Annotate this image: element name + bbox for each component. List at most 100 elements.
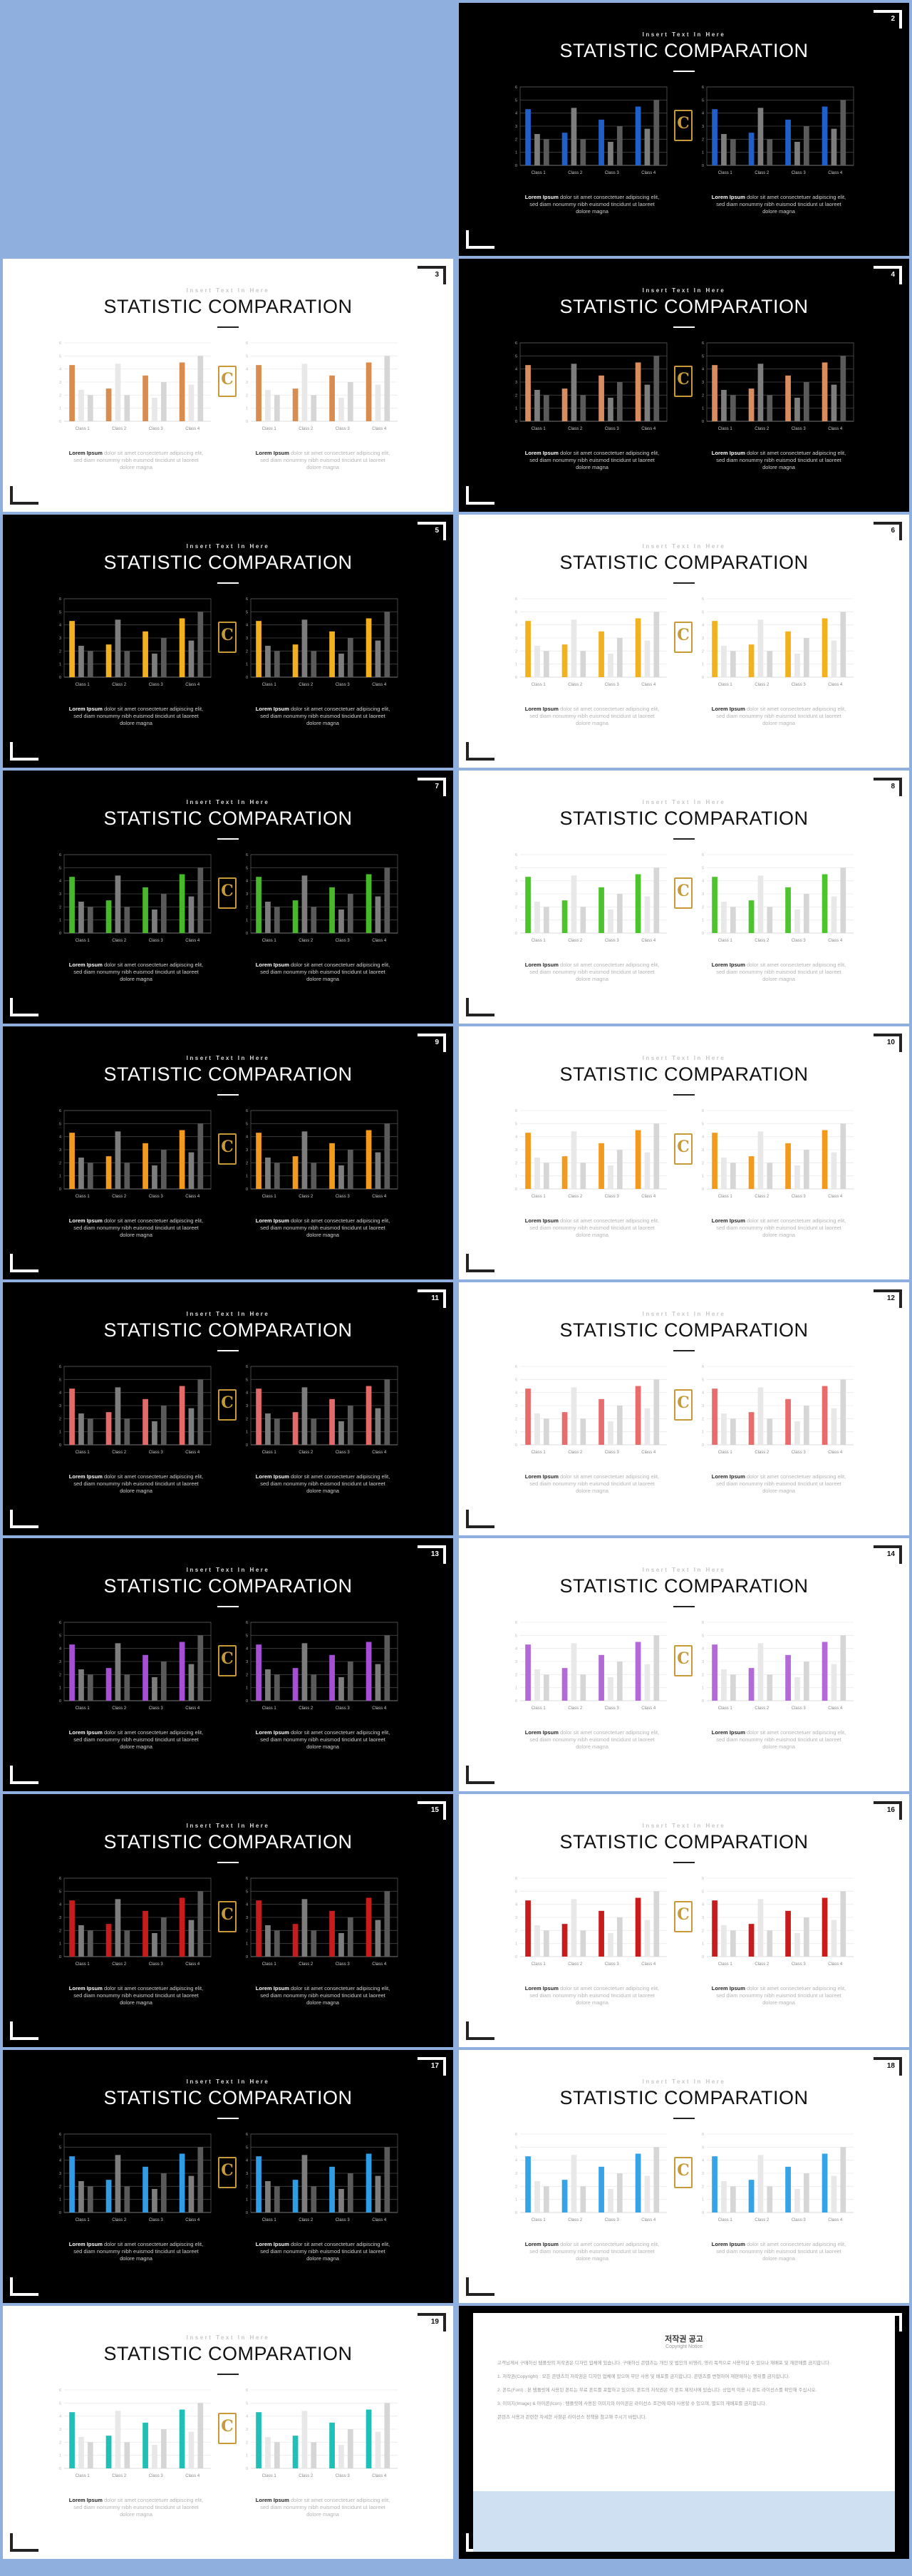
bar-series3-class-3 xyxy=(160,1917,167,1957)
bar-series3-class-3 xyxy=(347,894,353,933)
bar-series1-class-3 xyxy=(142,1654,148,1701)
bar-series3-class-4 xyxy=(840,867,846,933)
slide-thumbnail-16[interactable]: Insert Text In Here STATISTIC COMPARATION… xyxy=(459,1794,909,2047)
x-category-label: Class 2 xyxy=(568,1962,583,1967)
bar-series3-class-2 xyxy=(311,2442,317,2468)
slide-thumbnail-2[interactable]: Insert Text In Here STATISTIC COMPARATION… xyxy=(459,3,909,256)
x-category-label: Class 3 xyxy=(792,683,807,687)
bar-series1-class-3 xyxy=(785,2166,791,2212)
x-category-label: Class 4 xyxy=(641,939,656,943)
y-tick-label: 0 xyxy=(59,1443,61,1448)
y-tick-label: 6 xyxy=(702,1877,704,1881)
bar-series2-class-1 xyxy=(534,902,540,933)
title-underline xyxy=(217,838,239,840)
bar-series2-class-1 xyxy=(265,902,271,933)
bar-chart-right: 0 1 2 3 4 5 6 Class 1 Class 2 Class 3 Class 4 xyxy=(239,2130,403,2230)
bar-series3-class-1 xyxy=(543,395,549,421)
bar-series3-class-4 xyxy=(197,1379,204,1445)
slide-thumbnail-10[interactable]: Insert Text In Here STATISTIC COMPARATION… xyxy=(459,1026,909,1279)
bar-series1-class-3 xyxy=(142,1143,148,1189)
slide-thumbnail-14[interactable]: Insert Text In Here STATISTIC COMPARATION… xyxy=(459,1538,909,1791)
bar-series3-class-2 xyxy=(580,1930,586,1957)
slide-thumbnail-3[interactable]: Insert Text In Here STATISTIC COMPARATION… xyxy=(3,259,453,512)
bar-series2-class-4 xyxy=(188,1152,195,1189)
y-tick-label: 3 xyxy=(246,637,248,641)
bar-series3-class-3 xyxy=(616,1917,623,1957)
corner-bracket-top-right xyxy=(418,1801,446,1820)
bar-series2-class-3 xyxy=(338,1933,344,1957)
bar-chart-svg: 0 1 2 3 4 5 6 Class 1 Class 2 Class 3 Class 4 xyxy=(246,1365,398,1455)
bar-series2-class-4 xyxy=(375,896,381,933)
y-tick-label: 0 xyxy=(246,1443,248,1448)
slide-thumbnail-9[interactable]: Insert Text In Here STATISTIC COMPARATION… xyxy=(3,1026,453,1279)
bar-series3-class-4 xyxy=(653,356,660,421)
corner-bracket-bottom-left xyxy=(466,998,494,1016)
y-tick-label: 4 xyxy=(702,368,704,372)
x-category-label: Class 3 xyxy=(605,171,620,175)
slide-thumbnail-11[interactable]: Insert Text In Here STATISTIC COMPARATION… xyxy=(3,1282,453,1535)
x-category-label: Class 3 xyxy=(605,683,620,687)
bar-series1-class-1 xyxy=(69,877,75,933)
bar-series3-class-4 xyxy=(384,1123,390,1189)
y-tick-label: 0 xyxy=(702,2211,704,2215)
bar-series1-class-4 xyxy=(822,362,828,421)
slide-thumbnail-copyright[interactable]: 저작권 공고 Copyright Notice 고객님께서 구매하신 템플릿의 저작… xyxy=(473,2313,895,2552)
x-category-label: Class 1 xyxy=(532,1195,546,1199)
slide-thumbnail-15[interactable]: Insert Text In Here STATISTIC COMPARATION… xyxy=(3,1794,453,2047)
brand-logo-icon: C xyxy=(218,1133,237,1165)
x-category-label: Class 4 xyxy=(641,427,656,431)
y-tick-label: 6 xyxy=(702,1365,704,1369)
y-tick-label: 5 xyxy=(702,866,704,870)
bar-series1-class-2 xyxy=(561,1412,568,1445)
x-category-label: Class 2 xyxy=(112,939,127,943)
y-tick-label: 5 xyxy=(515,354,517,359)
y-tick-label: 4 xyxy=(246,368,248,372)
bar-series1-class-1 xyxy=(525,1900,531,1957)
caption-bold: Lorem Ipsum xyxy=(524,2241,559,2247)
slide-thumbnail-12[interactable]: Insert Text In Here STATISTIC COMPARATION… xyxy=(459,1282,909,1535)
y-tick-label: 6 xyxy=(246,853,248,857)
slide-thumbnail-17[interactable]: Insert Text In Here STATISTIC COMPARATION… xyxy=(3,2050,453,2303)
slide-subtitle: Insert Text In Here xyxy=(642,1055,726,1061)
bar-chart-left: 0 1 2 3 4 5 6 Class 1 Class 2 Class 3 Class 4 xyxy=(509,339,673,438)
slide-thumbnail-4[interactable]: Insert Text In Here STATISTIC COMPARATION… xyxy=(459,259,909,512)
y-tick-label: 0 xyxy=(246,1187,248,1192)
slide-title: STATISTIC COMPARATION xyxy=(559,296,809,317)
y-tick-label: 0 xyxy=(246,932,248,936)
bar-series1-class-3 xyxy=(329,375,335,421)
bar-series1-class-3 xyxy=(598,119,604,165)
caption-text: dolor sit amet consectetuer adipiscing e… xyxy=(260,450,390,470)
slide-thumbnail-18[interactable]: Insert Text In Here STATISTIC COMPARATION… xyxy=(459,2050,909,2303)
slide-thumbnail-6[interactable]: Insert Text In Here STATISTIC COMPARATION… xyxy=(459,515,909,768)
slide-thumbnail-19[interactable]: Insert Text In Here STATISTIC COMPARATION… xyxy=(3,2306,453,2559)
bar-series2-class-1 xyxy=(534,390,540,421)
corner-bracket-bottom-left xyxy=(10,1766,38,1784)
caption-bold: Lorem Ipsum xyxy=(68,1217,103,1224)
x-category-label: Class 4 xyxy=(641,1962,656,1967)
bar-series1-class-4 xyxy=(822,106,828,165)
caption-bold: Lorem Ipsum xyxy=(68,2241,103,2247)
bar-series1-class-1 xyxy=(525,877,531,933)
y-tick-label: 5 xyxy=(59,1378,61,1382)
bar-chart-left: 0 1 2 3 4 5 6 Class 1 Class 2 Class 3 Class 4 xyxy=(509,850,673,950)
slide-subtitle: Insert Text In Here xyxy=(186,799,270,805)
bar-series2-class-3 xyxy=(338,398,344,421)
x-category-label: Class 1 xyxy=(76,427,90,431)
bar-series2-class-1 xyxy=(534,646,540,677)
bar-series3-class-2 xyxy=(580,1163,586,1189)
slide-thumbnail-7[interactable]: Insert Text In Here STATISTIC COMPARATION… xyxy=(3,771,453,1024)
bar-series2-class-2 xyxy=(571,1643,577,1701)
y-tick-label: 4 xyxy=(246,1903,248,1907)
bar-series3-class-1 xyxy=(730,2186,736,2212)
notice-body: 고객님께서 구매하신 템플릿의 저작권은 디자인 업체에 있습니다. 구매하신 … xyxy=(497,2360,868,2428)
slide-thumbnail-13[interactable]: Insert Text In Here STATISTIC COMPARATION… xyxy=(3,1538,453,1791)
bar-series2-class-3 xyxy=(152,398,157,421)
slide-thumbnail-5[interactable]: Insert Text In Here STATISTIC COMPARATION… xyxy=(3,515,453,768)
y-tick-label: 2 xyxy=(246,2441,248,2445)
bar-series3-class-1 xyxy=(730,395,736,421)
y-tick-label: 1 xyxy=(702,2198,704,2203)
title-underline xyxy=(217,2374,239,2375)
caption-text: dolor sit amet consectetuer adipiscing e… xyxy=(716,1985,846,2006)
slide-thumbnail-8[interactable]: Insert Text In Here STATISTIC COMPARATION… xyxy=(459,771,909,1024)
slide-number: 14 xyxy=(886,1550,895,1558)
